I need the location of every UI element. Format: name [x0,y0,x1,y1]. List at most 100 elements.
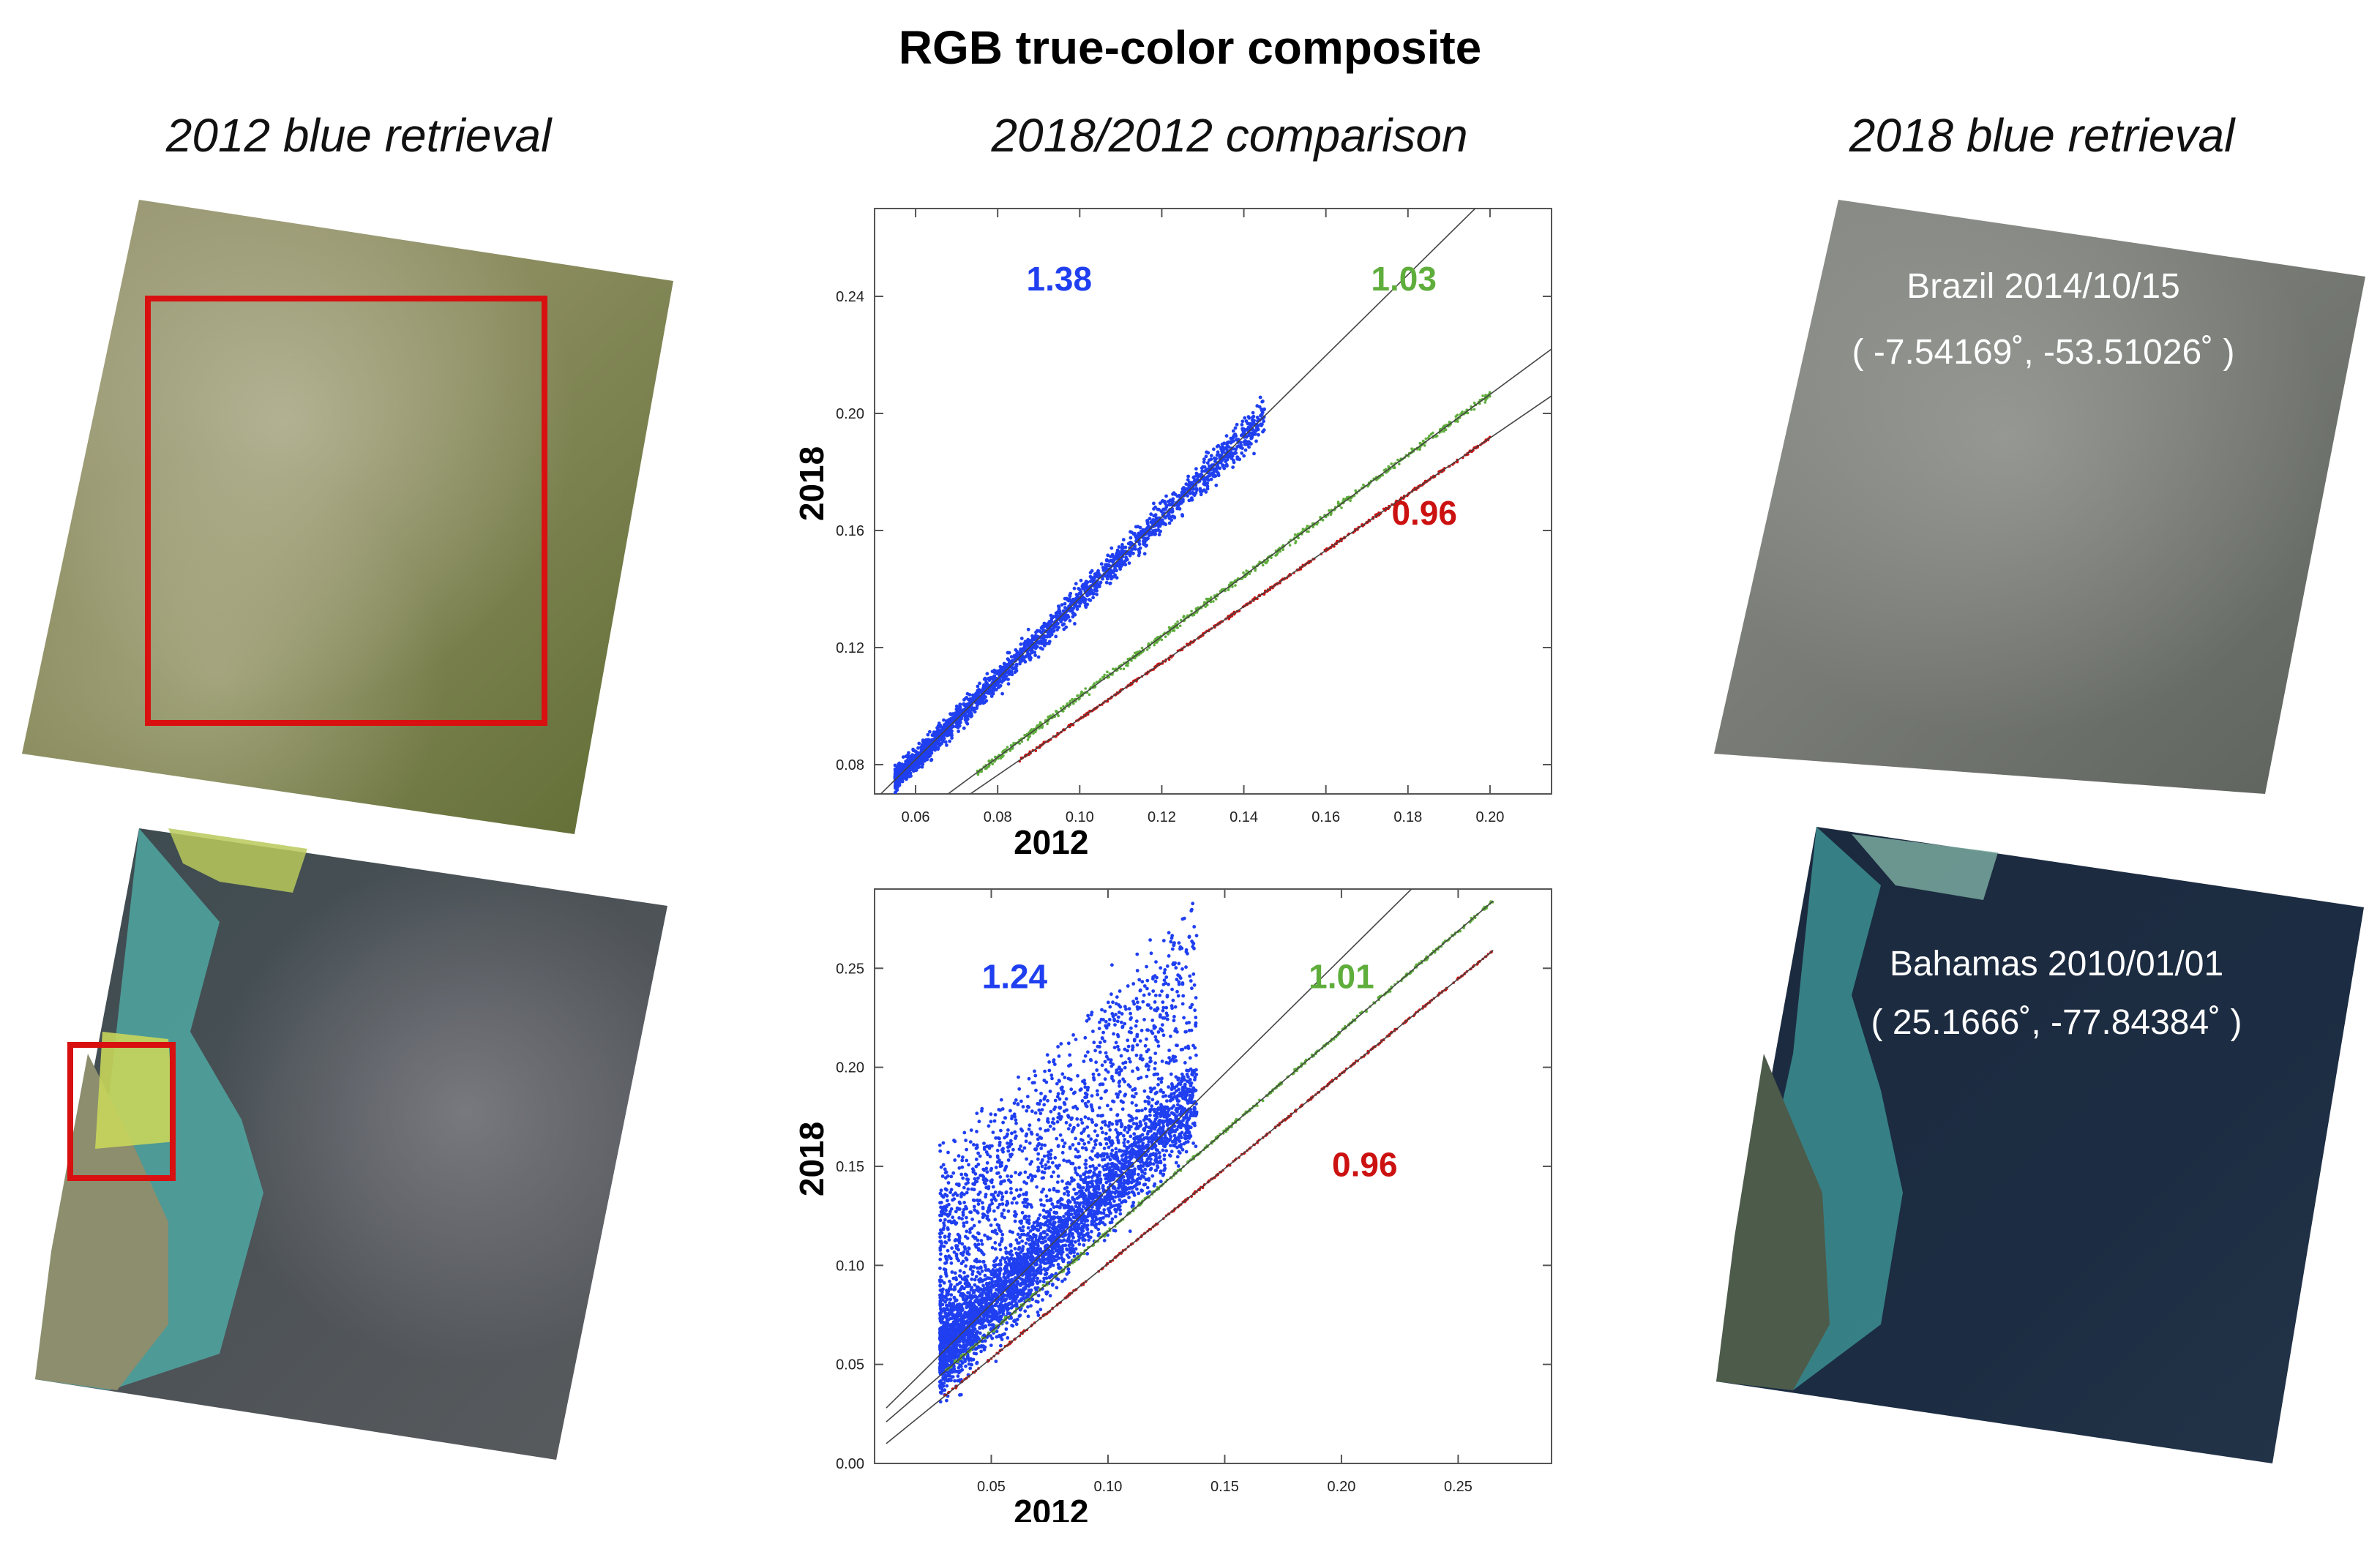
series-green-point [1390,462,1393,465]
series-blue-point [1180,1002,1185,1006]
x-axis-label: 2012 [1014,823,1088,861]
series-green-point [1072,702,1075,705]
series-blue-point [995,672,1000,675]
series-blue-point [1117,1011,1121,1014]
series-blue-point [962,703,966,707]
series-blue-point [1036,1311,1040,1314]
series-blue-point [999,1098,1003,1102]
series-blue-point [1108,1005,1112,1009]
series-blue-point [1071,606,1076,610]
series-blue-point [995,1330,999,1333]
series-blue-point [912,768,916,773]
series-blue-point [894,767,899,771]
series-blue-point [1086,585,1090,589]
series-blue-point [1165,1017,1170,1021]
series-blue-point [1060,1279,1064,1283]
series-blue-point [1200,473,1204,477]
series-blue-point [919,745,923,749]
series-blue-point [1104,1054,1109,1059]
series-blue-point [940,741,943,746]
series-blue-point [926,732,930,737]
series-blue-point [1156,507,1160,511]
series-blue-point [1132,1132,1137,1136]
series-blue-point [1239,443,1243,448]
series-blue-point [1118,567,1123,571]
series-blue-point [894,790,897,794]
series-blue-point [1132,531,1137,536]
series-green-point [1039,721,1042,724]
series-blue-point [1110,1122,1115,1126]
series-blue-point [994,688,998,691]
series-blue-point [1252,451,1256,456]
series-blue-point [1235,438,1238,442]
series-blue-point [1160,1060,1164,1063]
series-blue-point [1083,1115,1088,1120]
red-subset-box [67,1042,176,1181]
series-blue-point [1141,1000,1145,1004]
series-green-point [1205,603,1209,607]
series-blue-point [1085,582,1088,586]
y-tick-label: 0.25 [836,961,864,977]
series-blue-point [1202,457,1206,462]
series-green-point [1231,585,1234,588]
series-blue-point [1042,643,1047,648]
series-green-point [1052,713,1055,716]
series-blue-point [1233,451,1237,454]
series-blue-point [1036,655,1041,659]
series-blue-point [1144,544,1148,548]
series-blue-point [962,1207,966,1212]
series-blue-point [927,742,930,746]
slope-annotation-red: 0.96 [1391,494,1457,532]
series-blue-point [1134,525,1138,529]
series-blue-point [1108,1128,1112,1132]
series-blue-point [1063,606,1067,610]
series-blue-point [1082,1060,1086,1063]
series-blue-point [893,763,897,768]
series-blue-point [1096,1133,1099,1138]
series-green-point [1066,702,1069,705]
series-blue-point [917,741,921,746]
series-green-point [1294,541,1297,544]
series-green-point [1112,667,1115,670]
series-blue-point [1151,518,1155,522]
series-blue-point [1007,671,1011,675]
series-blue-point [1054,634,1058,639]
series-red-point [1227,617,1230,620]
series-green-point [1297,536,1300,539]
series-blue-point [1148,1056,1153,1060]
brazil-scatter-chart: 0.06 0.08 0.10 0.12 0.14 0.16 0.18 0.200.080.12… [793,208,1552,861]
series-blue-point [990,1336,995,1341]
series-blue-point [1017,1075,1020,1079]
series-green-point [1466,411,1470,415]
series-blue-point [1119,1131,1123,1136]
series-blue-point [916,746,920,750]
series-blue-point [1080,1121,1085,1125]
series-green-point [994,755,997,759]
series-blue-point [1147,533,1151,538]
series-blue-point [1020,1149,1025,1153]
series-green-point [1020,740,1024,743]
series-blue-point [920,757,924,761]
series-blue-point [966,1187,970,1191]
series-blue-point [984,684,988,689]
series-blue-point [1094,582,1099,587]
series-blue-point [1187,498,1191,503]
series-blue-point [1199,492,1203,497]
series-blue-point [1222,441,1227,446]
bahamas-scatter-chart: 0.05 0.10 0.15 0.20 0.250.000.050.100.150.20… [793,888,1552,1522]
series-blue-point [1075,607,1079,611]
series-blue-point [1084,580,1088,584]
series-blue-point [1202,460,1206,464]
series-blue-point [1104,565,1108,569]
series-blue-point [1152,514,1156,518]
series-blue-point [1000,675,1005,678]
series-blue-point [1040,626,1044,630]
series-blue-point [1158,501,1162,506]
series-green-point [1026,738,1030,741]
series-blue-point [1211,474,1216,478]
series-blue-point [1050,1161,1055,1165]
brazil-scene-label: Brazil 2014/10/15 [1906,267,2180,306]
series-green-point [1182,615,1186,618]
series-blue-point [1240,423,1244,427]
series-blue-point [1190,481,1194,484]
